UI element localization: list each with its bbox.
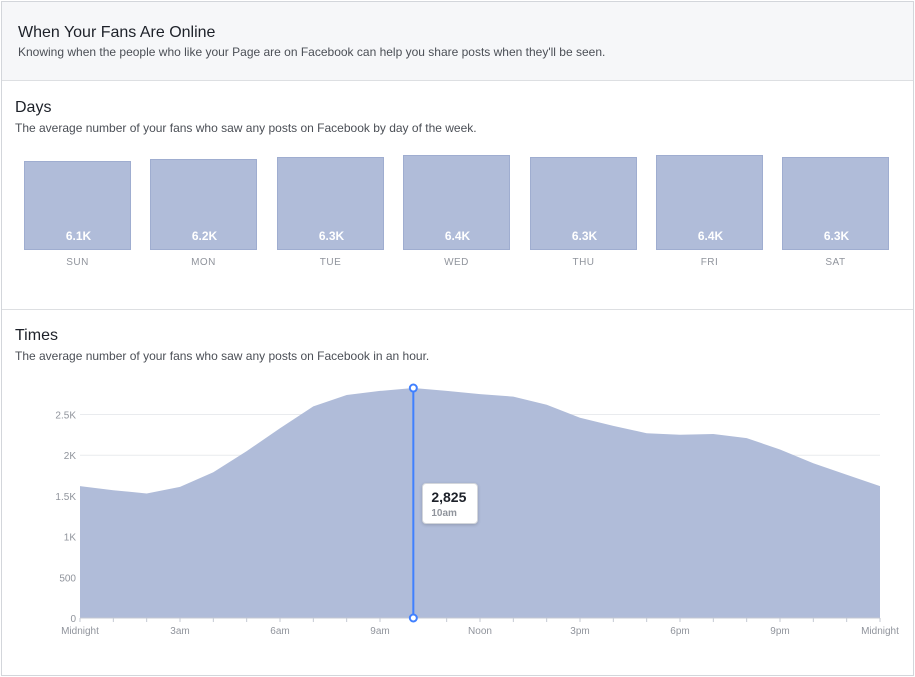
x-tick-label: 6am: [270, 626, 289, 637]
times-subtitle: The average number of your fans who saw …: [15, 349, 430, 363]
day-bar-value: 6.3K: [318, 229, 345, 243]
day-bar[interactable]: 6.4K: [403, 155, 510, 250]
tooltip-value: 2,825: [431, 489, 467, 506]
x-tick-label: Midnight: [61, 626, 99, 637]
day-label: SAT: [825, 257, 846, 268]
days-bar-chart: 6.1K SUN 6.2K MON 6.3K TUE 6.4K WED 6.3K THU 6.4K F…: [2, 82, 913, 310]
hourly-area-series[interactable]: [80, 388, 880, 618]
times-area-chart[interactable]: 0 500 1K 1.5K 2K 2.5K Midnight 3am 6am 9am Noon 3pm…: [2, 372, 913, 672]
day-label: SUN: [66, 257, 89, 268]
panel-subtitle: Knowing when the people who like your Pa…: [18, 45, 606, 59]
x-tick-label: Midnight: [861, 626, 899, 637]
day-bar-value: 6.3K: [823, 229, 850, 243]
y-tick-label: 1K: [64, 533, 77, 544]
days-title: Days: [15, 99, 52, 116]
day-column[interactable]: 6.4K WED: [403, 82, 510, 352]
hover-point-top[interactable]: [408, 383, 418, 393]
x-tick-label: Noon: [468, 626, 492, 637]
day-bar-value: 6.4K: [697, 229, 724, 243]
y-tick-label: 2.5K: [55, 411, 76, 422]
days-section: Days The average number of your fans who…: [2, 82, 913, 310]
hover-point-bottom[interactable]: [408, 613, 418, 623]
panel-header: When Your Fans Are Online Knowing when t…: [2, 2, 913, 81]
x-tick-label: 3pm: [570, 626, 589, 637]
day-bar-value: 6.2K: [191, 229, 218, 243]
day-label: FRI: [700, 257, 719, 268]
day-bar[interactable]: 6.1K: [24, 161, 131, 250]
day-bar[interactable]: 6.3K: [530, 157, 637, 250]
day-column[interactable]: 6.3K THU: [530, 82, 637, 352]
day-bar[interactable]: 6.4K: [656, 155, 763, 250]
day-bar[interactable]: 6.3K: [277, 157, 384, 250]
y-tick-label: 0: [70, 614, 76, 625]
day-bar-value: 6.1K: [65, 229, 92, 243]
day-bar[interactable]: 6.3K: [782, 157, 889, 250]
tooltip-label: 10am: [431, 508, 457, 520]
x-tick-label: 3am: [170, 626, 189, 637]
day-column[interactable]: 6.2K MON: [150, 82, 257, 352]
chart-tooltip: 2,825 10am: [422, 483, 479, 525]
y-tick-label: 1.5K: [55, 492, 76, 503]
day-column[interactable]: 6.3K TUE: [277, 82, 384, 352]
day-column[interactable]: 6.4K FRI: [656, 82, 763, 352]
y-tick-label: 500: [59, 573, 76, 584]
day-bar-value: 6.4K: [444, 229, 471, 243]
times-title: Times: [15, 327, 58, 344]
x-tick-label: 6pm: [670, 626, 689, 637]
day-column[interactable]: 6.3K SAT: [782, 82, 889, 352]
day-label: THU: [572, 257, 595, 268]
day-bar-value: 6.3K: [571, 229, 598, 243]
day-bar[interactable]: 6.2K: [150, 159, 257, 250]
day-label: MON: [191, 257, 216, 268]
day-label: WED: [444, 257, 469, 268]
days-subtitle: The average number of your fans who saw …: [15, 121, 477, 135]
y-tick-label: 2K: [64, 451, 77, 462]
x-tick-label: 9am: [370, 626, 389, 637]
day-label: TUE: [319, 257, 342, 268]
x-tick-label: 9pm: [770, 626, 789, 637]
panel-title: When Your Fans Are Online: [18, 24, 216, 41]
day-column[interactable]: 6.1K SUN: [24, 82, 131, 352]
